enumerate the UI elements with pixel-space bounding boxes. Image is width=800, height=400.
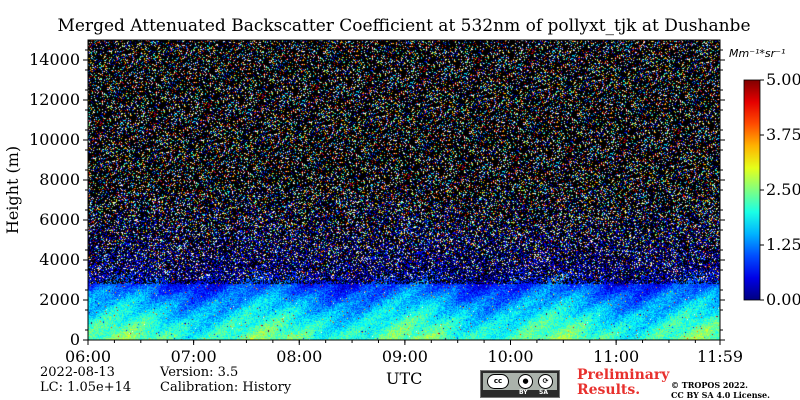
- chart-title: Merged Attenuated Backscatter Coefficien…: [57, 16, 751, 36]
- calibration-text: Calibration: History: [160, 380, 292, 395]
- y-tick-label: 10000: [29, 130, 80, 149]
- x-tick-label: 07:00: [171, 347, 217, 366]
- colorbar-tick-label: 2.50: [766, 180, 800, 199]
- x-tick-label: 09:00: [382, 347, 428, 366]
- lc-text: LC: 1.05e+14: [40, 380, 132, 395]
- x-tick-label: 08:00: [276, 347, 322, 366]
- cc-license-badge[interactable]: cc ● ⟳ BY SA: [480, 370, 560, 398]
- x-tick-label: 11:00: [593, 347, 639, 366]
- x-tick-label: 10:00: [487, 347, 533, 366]
- sa-share-icon: ⟳: [538, 374, 553, 389]
- by-person-icon: ●: [518, 374, 533, 389]
- preliminary-line1: Preliminary: [577, 367, 670, 383]
- y-tick-label: 6000: [39, 210, 80, 229]
- colorbar-tick-label: 1.25: [766, 235, 800, 254]
- copyright-block: © TROPOS 2022. CC BY SA 4.0 License.: [671, 380, 770, 400]
- copyright-text: © TROPOS 2022.: [671, 380, 748, 390]
- colorbar-unit: Mm⁻¹*sr⁻¹: [729, 47, 786, 60]
- x-tick-label: 11:59: [697, 347, 743, 366]
- preliminary-line2: Results.: [577, 382, 641, 398]
- x-tick-label: 06:00: [65, 347, 111, 366]
- y-tick-label: 12000: [29, 90, 80, 109]
- y-tick-label: 2000: [39, 290, 80, 309]
- colorbar-bar: [743, 79, 761, 301]
- colorbar-tick-label: 5.00: [766, 70, 800, 89]
- y-axis-label: Height (m): [3, 146, 22, 234]
- cc-badge-top: cc ● ⟳: [483, 373, 557, 390]
- y-tick-label: 8000: [39, 170, 80, 189]
- cc-icon: cc: [487, 374, 509, 389]
- license-text: CC BY SA 4.0 License.: [671, 390, 770, 400]
- date-text: 2022-08-13: [40, 365, 115, 380]
- y-tick-label: 14000: [29, 50, 80, 69]
- version-text: Version: 3.5: [160, 365, 239, 380]
- backscatter-heatmap: [88, 40, 720, 340]
- colorbar-tick-label: 3.75: [766, 125, 800, 144]
- preliminary-results-label: Preliminary Results.: [577, 368, 669, 398]
- colorbar-tick-label: 0.00: [766, 290, 800, 309]
- y-tick-label: 0: [70, 330, 80, 349]
- x-axis: 06:00 07:00 08:00 09:00 10:00 11:00 11:59: [65, 40, 743, 366]
- cc-by-label: BY: [519, 389, 528, 396]
- colorbar: 0.00 1.25 2.50 3.75 5.00: [743, 70, 800, 309]
- x-axis-label: UTC: [386, 369, 423, 388]
- y-tick-label: 4000: [39, 250, 80, 269]
- cc-sa-label: SA: [539, 389, 548, 396]
- y-axis: 0 2000 4000 6000 8000 10000 12000 14000: [29, 49, 725, 349]
